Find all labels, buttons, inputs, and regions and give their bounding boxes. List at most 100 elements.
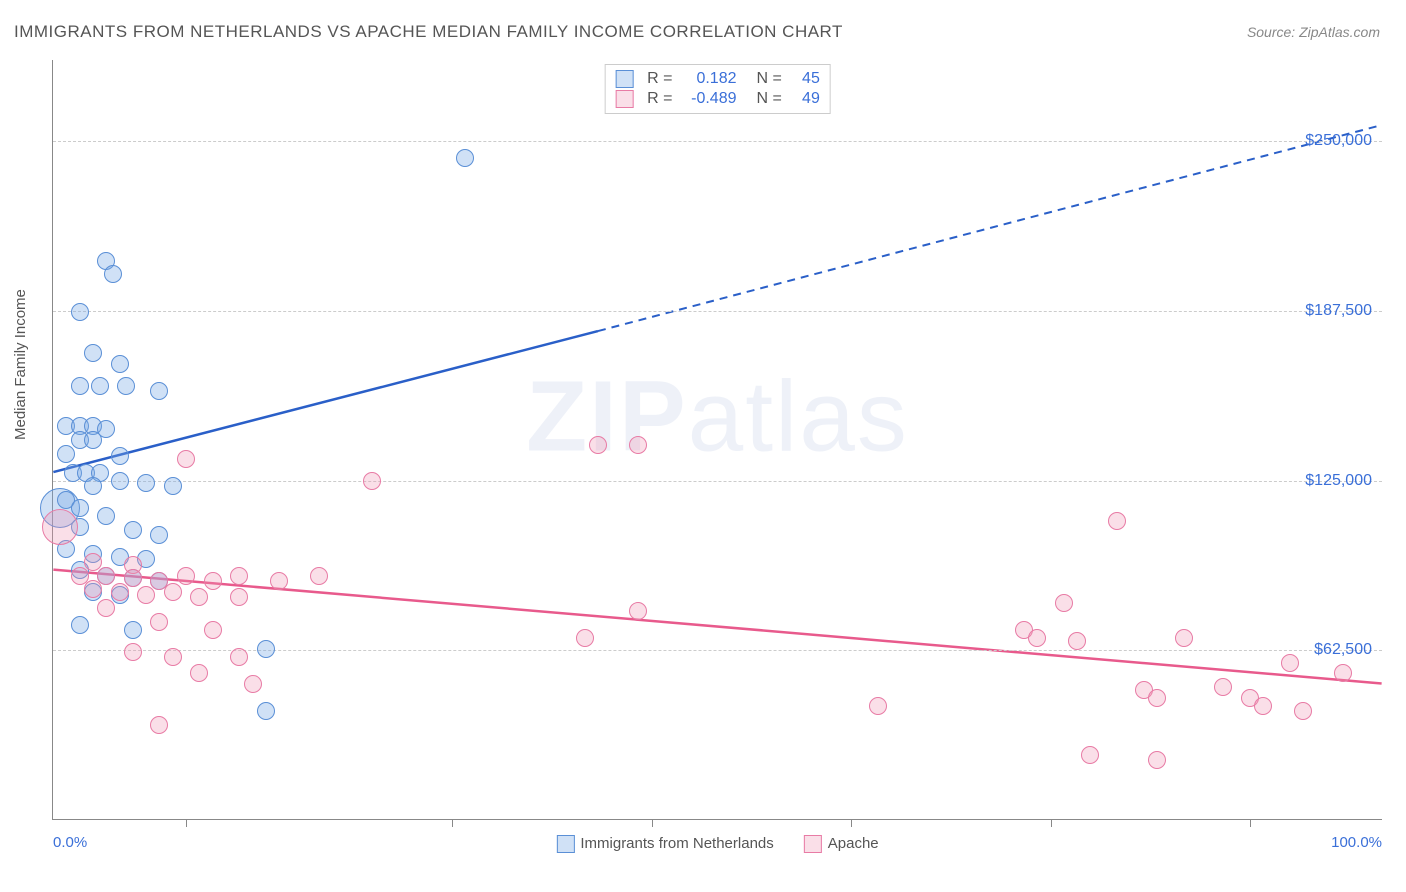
data-point-netherlands	[150, 526, 168, 544]
legend-swatch	[615, 90, 633, 108]
r-value: 0.182	[681, 70, 737, 88]
n-label: N =	[757, 70, 782, 88]
scatter-plot: ZIPatlas R =0.182N =45R =-0.489N =49 0.0…	[52, 60, 1382, 820]
data-point-apache	[1294, 702, 1312, 720]
legend-item-apache: Apache	[804, 835, 879, 853]
trend-lines-layer	[53, 60, 1382, 819]
x-axis-max-label: 100.0%	[1331, 834, 1382, 851]
y-axis-label: Median Family Income	[12, 289, 29, 440]
watermark-light: atlas	[688, 360, 909, 472]
data-point-apache	[629, 602, 647, 620]
data-point-apache	[204, 572, 222, 590]
data-point-netherlands	[137, 474, 155, 492]
gridline	[53, 141, 1382, 142]
data-point-apache	[244, 675, 262, 693]
r-value: -0.489	[681, 90, 737, 108]
data-point-apache	[310, 567, 328, 585]
y-tick-label: $125,000	[1305, 472, 1372, 490]
data-point-apache	[177, 567, 195, 585]
gridline	[53, 650, 1382, 651]
data-point-apache	[1148, 751, 1166, 769]
data-point-apache	[869, 697, 887, 715]
data-point-apache	[177, 450, 195, 468]
data-point-netherlands	[124, 621, 142, 639]
data-point-netherlands	[164, 477, 182, 495]
n-value: 49	[790, 90, 820, 108]
data-point-netherlands	[257, 640, 275, 658]
correlation-legend: R = 0.182 N = 45R = -0.489 N = 49	[604, 64, 831, 114]
data-point-netherlands	[111, 355, 129, 373]
data-point-netherlands	[84, 431, 102, 449]
data-point-apache	[1281, 654, 1299, 672]
data-point-apache	[629, 436, 647, 454]
data-point-netherlands	[84, 477, 102, 495]
source-attribution: Source: ZipAtlas.com	[1247, 24, 1380, 40]
data-point-apache	[84, 580, 102, 598]
data-point-apache	[230, 588, 248, 606]
data-point-apache	[1214, 678, 1232, 696]
correlation-row-apache: R =-0.489N =49	[615, 89, 820, 109]
data-point-apache	[150, 613, 168, 631]
x-tick	[652, 819, 653, 827]
data-point-apache	[589, 436, 607, 454]
data-point-apache	[150, 716, 168, 734]
data-point-apache	[111, 583, 129, 601]
data-point-apache	[97, 567, 115, 585]
data-point-apache	[97, 599, 115, 617]
data-point-apache	[363, 472, 381, 490]
watermark: ZIPatlas	[526, 359, 909, 474]
legend-label: Immigrants from Netherlands	[580, 835, 773, 852]
chart-title: IMMIGRANTS FROM NETHERLANDS VS APACHE ME…	[14, 22, 843, 42]
data-point-apache	[164, 583, 182, 601]
data-point-netherlands	[124, 521, 142, 539]
data-point-netherlands	[104, 265, 122, 283]
legend-swatch	[556, 835, 574, 853]
data-point-apache	[1148, 689, 1166, 707]
data-point-netherlands	[57, 445, 75, 463]
x-tick	[1051, 819, 1052, 827]
legend-swatch	[615, 70, 633, 88]
data-point-apache	[1028, 629, 1046, 647]
x-tick	[851, 819, 852, 827]
gridline	[53, 481, 1382, 482]
data-point-netherlands	[71, 303, 89, 321]
data-point-apache	[164, 648, 182, 666]
data-point-apache	[1068, 632, 1086, 650]
data-point-apache	[1081, 746, 1099, 764]
data-point-netherlands	[150, 382, 168, 400]
data-point-apache	[137, 586, 155, 604]
data-point-apache	[204, 621, 222, 639]
x-axis-min-label: 0.0%	[53, 834, 87, 851]
data-point-apache	[230, 567, 248, 585]
data-point-apache	[1175, 629, 1193, 647]
x-tick	[452, 819, 453, 827]
watermark-bold: ZIP	[526, 360, 688, 472]
data-point-netherlands	[71, 616, 89, 634]
data-point-apache	[42, 509, 78, 545]
data-point-netherlands	[111, 447, 129, 465]
data-point-apache	[1334, 664, 1352, 682]
n-value: 45	[790, 70, 820, 88]
trendline-apache	[53, 570, 1381, 684]
x-tick	[186, 819, 187, 827]
data-point-netherlands	[84, 344, 102, 362]
data-point-apache	[576, 629, 594, 647]
data-point-apache	[190, 588, 208, 606]
y-tick-label: $250,000	[1305, 132, 1372, 150]
legend-item-netherlands: Immigrants from Netherlands	[556, 835, 773, 853]
data-point-apache	[1108, 512, 1126, 530]
data-point-apache	[190, 664, 208, 682]
gridline	[53, 311, 1382, 312]
data-point-netherlands	[97, 507, 115, 525]
data-point-apache	[270, 572, 288, 590]
data-point-apache	[124, 569, 142, 587]
x-tick	[1250, 819, 1251, 827]
data-point-apache	[124, 643, 142, 661]
r-label: R =	[647, 70, 672, 88]
n-label: N =	[757, 90, 782, 108]
data-point-netherlands	[117, 377, 135, 395]
correlation-row-netherlands: R = 0.182 N = 45	[615, 69, 820, 89]
data-point-apache	[230, 648, 248, 666]
data-point-netherlands	[456, 149, 474, 167]
data-point-apache	[1254, 697, 1272, 715]
